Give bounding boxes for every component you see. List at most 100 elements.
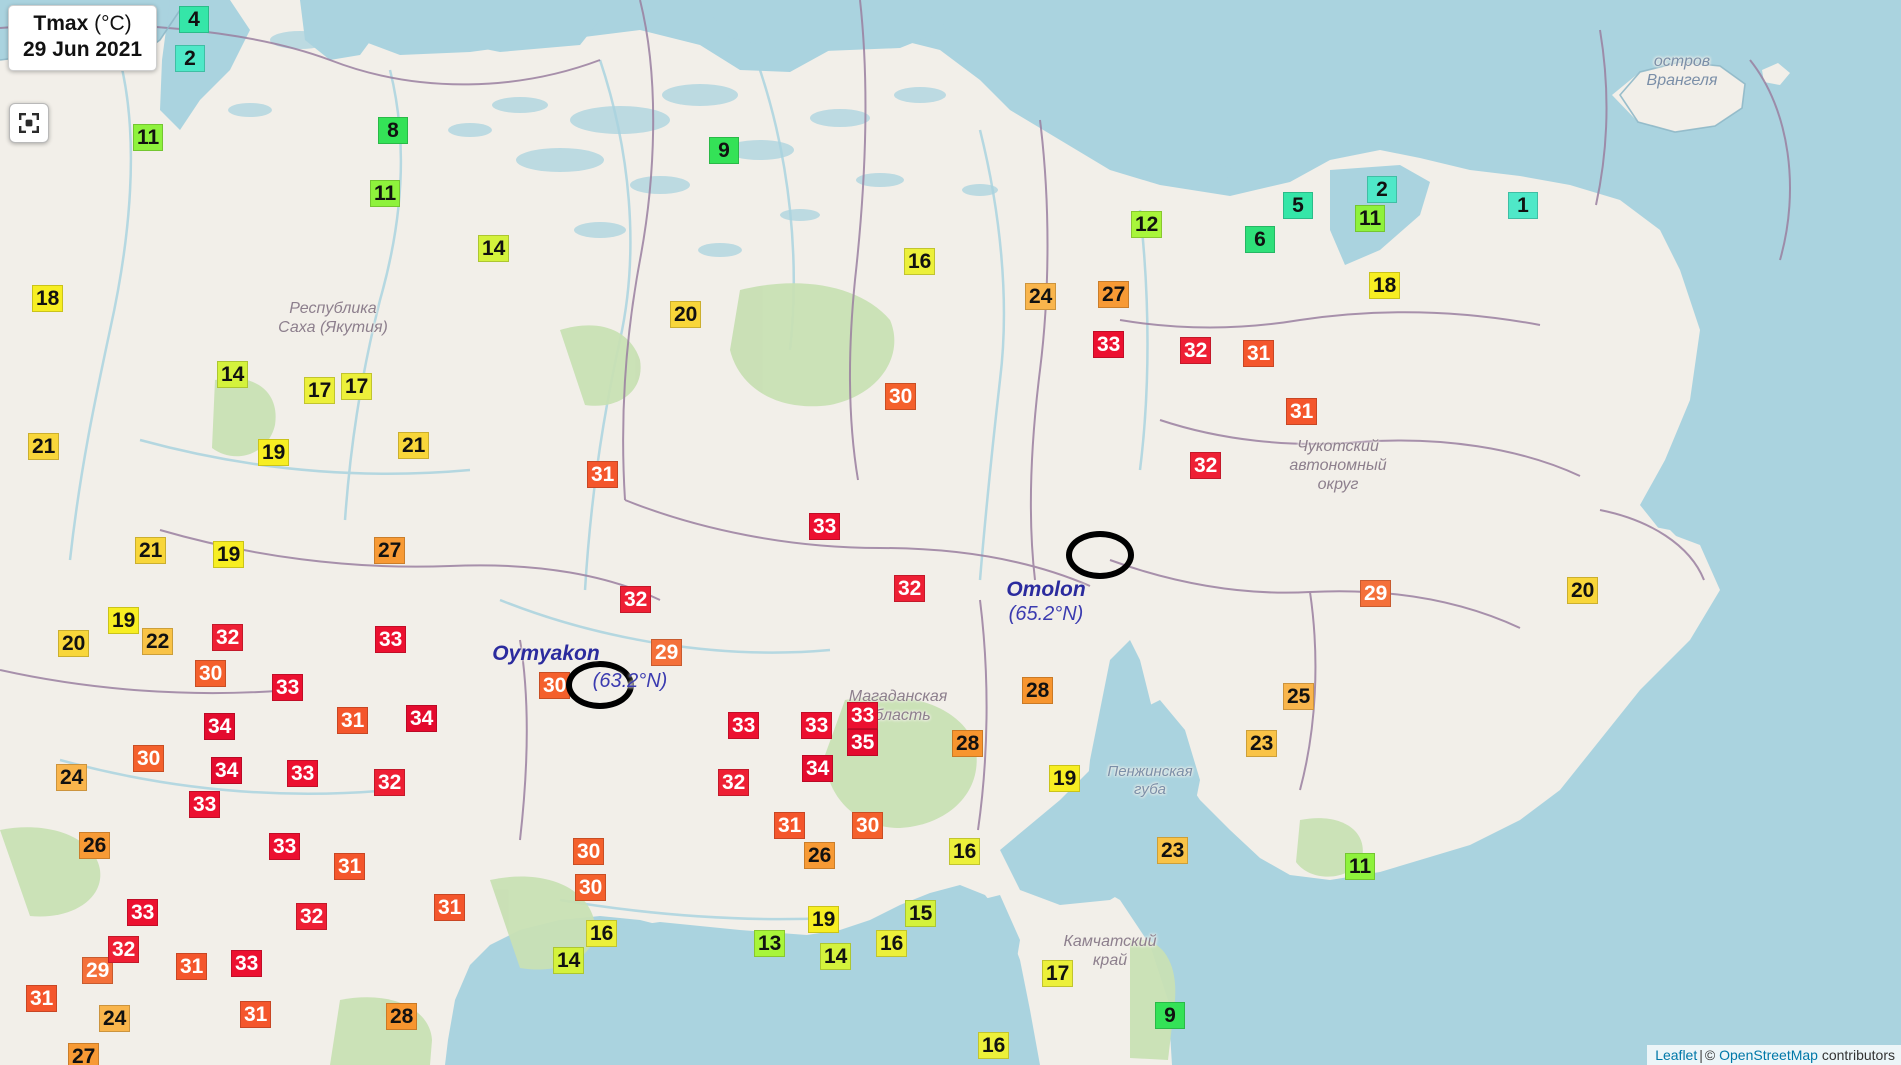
station-marker[interactable]: 33 [189, 791, 221, 818]
station-marker[interactable]: 31 [434, 894, 466, 921]
station-marker[interactable]: 11 [1345, 853, 1376, 880]
fullscreen-button[interactable] [9, 103, 49, 143]
station-marker[interactable]: 18 [32, 285, 64, 312]
station-marker[interactable]: 28 [952, 730, 984, 757]
station-marker[interactable]: 33 [375, 626, 407, 653]
station-marker[interactable]: 25 [1283, 683, 1315, 710]
station-marker[interactable]: 27 [68, 1043, 100, 1065]
station-marker[interactable]: 20 [1567, 577, 1599, 604]
station-marker[interactable]: 33 [287, 760, 319, 787]
station-marker[interactable]: 14 [553, 947, 585, 974]
station-marker[interactable]: 17 [341, 373, 373, 400]
station-marker[interactable]: 19 [258, 439, 290, 466]
station-marker[interactable]: 14 [820, 943, 852, 970]
station-marker[interactable]: 32 [1190, 452, 1222, 479]
station-marker[interactable]: 23 [1157, 837, 1189, 864]
station-marker[interactable]: 11 [1355, 205, 1386, 232]
station-marker[interactable]: 20 [670, 301, 702, 328]
station-marker[interactable]: 9 [709, 137, 739, 164]
station-marker[interactable]: 12 [1131, 211, 1163, 238]
station-marker[interactable]: 19 [108, 607, 140, 634]
station-marker[interactable]: 13 [754, 930, 786, 957]
station-marker[interactable]: 21 [135, 537, 167, 564]
station-marker[interactable]: 19 [1049, 765, 1081, 792]
station-marker[interactable]: 24 [56, 764, 88, 791]
station-marker[interactable]: 29 [651, 639, 683, 666]
station-marker[interactable]: 26 [79, 832, 111, 859]
station-marker[interactable]: 17 [1042, 960, 1074, 987]
station-marker[interactable]: 33 [809, 513, 841, 540]
station-marker[interactable]: 32 [374, 769, 406, 796]
station-marker[interactable]: 19 [213, 541, 245, 568]
station-marker[interactable]: 34 [802, 755, 834, 782]
station-marker[interactable]: 30 [195, 660, 227, 687]
station-marker[interactable]: 34 [406, 705, 438, 732]
station-marker[interactable]: 17 [304, 377, 336, 404]
station-marker[interactable]: 30 [133, 745, 165, 772]
station-marker[interactable]: 34 [211, 757, 243, 784]
station-marker[interactable]: 14 [217, 361, 249, 388]
station-marker[interactable]: 32 [1180, 337, 1212, 364]
station-marker[interactable]: 4 [179, 6, 209, 33]
openstreetmap-link[interactable]: OpenStreetMap [1719, 1047, 1818, 1063]
station-marker[interactable]: 16 [978, 1032, 1010, 1059]
station-marker[interactable]: 33 [231, 950, 263, 977]
station-marker[interactable]: 6 [1245, 226, 1275, 253]
station-marker[interactable]: 30 [885, 383, 917, 410]
station-marker[interactable]: 31 [1286, 398, 1318, 425]
station-marker[interactable]: 20 [58, 630, 90, 657]
leaflet-link[interactable]: Leaflet [1655, 1047, 1698, 1063]
station-marker[interactable]: 16 [586, 920, 618, 947]
station-marker[interactable]: 9 [1155, 1002, 1185, 1029]
station-marker[interactable]: 33 [847, 702, 879, 729]
station-marker[interactable]: 21 [28, 433, 60, 460]
station-marker[interactable]: 16 [876, 930, 908, 957]
station-marker[interactable]: 31 [240, 1001, 272, 1028]
station-marker[interactable]: 5 [1283, 192, 1313, 219]
station-marker[interactable]: 32 [718, 769, 750, 796]
station-marker[interactable]: 31 [774, 812, 806, 839]
station-marker[interactable]: 22 [142, 628, 174, 655]
station-marker[interactable]: 32 [212, 624, 244, 651]
station-marker[interactable]: 27 [374, 537, 406, 564]
station-marker[interactable]: 33 [127, 899, 159, 926]
station-marker[interactable]: 30 [573, 838, 605, 865]
station-marker[interactable]: 31 [176, 953, 208, 980]
station-marker[interactable]: 27 [1098, 281, 1130, 308]
station-marker[interactable]: 30 [575, 874, 607, 901]
station-marker[interactable]: 33 [728, 712, 760, 739]
station-marker[interactable]: 32 [620, 586, 652, 613]
station-marker[interactable]: 28 [386, 1003, 418, 1030]
station-marker[interactable]: 15 [905, 900, 937, 927]
station-marker[interactable]: 26 [804, 842, 836, 869]
station-marker[interactable]: 21 [398, 432, 430, 459]
station-marker[interactable]: 31 [337, 707, 369, 734]
station-marker[interactable]: 2 [1367, 176, 1397, 203]
station-marker[interactable]: 31 [1243, 340, 1275, 367]
station-marker[interactable]: 31 [587, 461, 619, 488]
attribution-bar[interactable]: Leaflet | © OpenStreetMap contributors [1647, 1045, 1901, 1065]
station-marker[interactable]: 31 [334, 853, 366, 880]
station-marker[interactable]: 33 [801, 712, 833, 739]
station-marker[interactable]: 33 [269, 833, 301, 860]
station-marker[interactable]: 35 [847, 729, 879, 756]
station-marker[interactable]: 8 [378, 117, 408, 144]
station-marker[interactable]: 32 [296, 903, 328, 930]
station-marker[interactable]: 23 [1246, 730, 1278, 757]
station-marker[interactable]: 16 [949, 838, 981, 865]
station-marker[interactable]: 24 [1025, 283, 1057, 310]
station-marker[interactable]: 14 [478, 235, 510, 262]
station-marker[interactable]: 33 [1093, 331, 1125, 358]
station-marker[interactable]: 34 [204, 713, 236, 740]
station-marker[interactable]: 18 [1369, 272, 1401, 299]
station-marker[interactable]: 29 [1360, 580, 1392, 607]
station-marker[interactable]: 19 [808, 906, 840, 933]
station-marker[interactable]: 30 [852, 812, 884, 839]
station-marker[interactable]: 32 [108, 936, 140, 963]
station-marker[interactable]: 31 [26, 985, 58, 1012]
station-marker[interactable]: 33 [272, 674, 304, 701]
station-marker[interactable]: 11 [370, 180, 401, 207]
station-marker[interactable]: 11 [133, 124, 164, 151]
station-marker[interactable]: 16 [904, 248, 936, 275]
